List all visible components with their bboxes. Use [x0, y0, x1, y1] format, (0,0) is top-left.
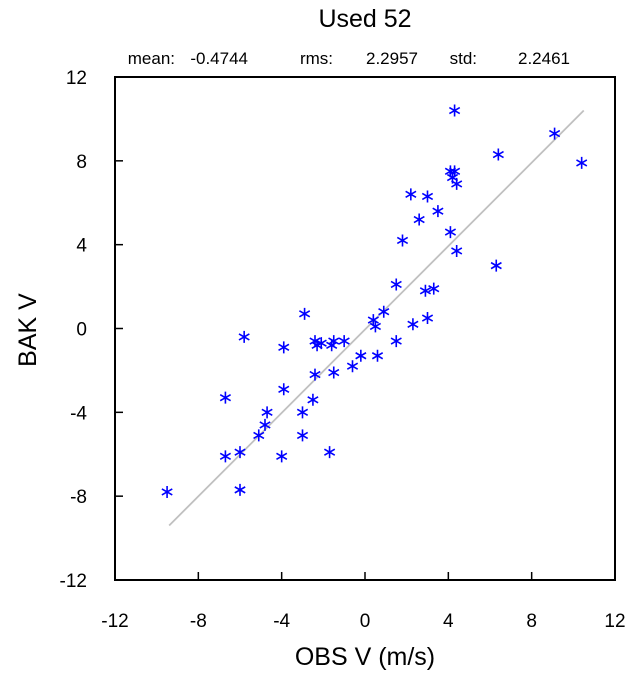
- data-point: [276, 450, 288, 463]
- y-tick-label: 4: [76, 236, 87, 257]
- data-point: [432, 205, 444, 218]
- x-tick-label: 4: [443, 611, 454, 632]
- y-tick-label: -8: [70, 487, 87, 508]
- data-point: [253, 429, 265, 442]
- data-point: [346, 360, 359, 373]
- data-point: [219, 391, 232, 404]
- data-point: [421, 312, 434, 325]
- points-layer: [161, 104, 588, 498]
- data-point: [234, 446, 246, 459]
- data-point: [219, 450, 232, 463]
- data-point: [396, 234, 409, 247]
- data-point: [328, 366, 340, 379]
- stat-label: mean:: [128, 49, 175, 68]
- data-point: [428, 282, 440, 295]
- data-point: [355, 349, 367, 362]
- data-point: [548, 127, 561, 140]
- data-point: [413, 213, 425, 226]
- stat-label: rms:: [300, 49, 333, 68]
- stat-value: 2.2461: [518, 49, 570, 68]
- stat-value: 2.2957: [366, 49, 418, 68]
- data-point: [307, 393, 319, 406]
- data-point: [326, 339, 338, 352]
- y-tick-label: -4: [70, 403, 87, 424]
- data-point: [448, 165, 461, 178]
- data-point: [315, 337, 327, 350]
- x-tick-label: 8: [526, 611, 537, 632]
- y-tick-label: -12: [60, 571, 87, 592]
- y-tick-label: 12: [66, 68, 87, 89]
- data-point: [378, 305, 390, 318]
- stat-label: std:: [450, 49, 477, 68]
- data-point: [309, 335, 321, 348]
- data-point: [259, 418, 271, 431]
- data-point: [234, 483, 246, 496]
- data-point: [369, 320, 382, 333]
- data-point: [390, 335, 402, 348]
- x-tick-label: 0: [360, 611, 371, 632]
- data-point: [490, 259, 502, 272]
- data-point: [298, 307, 311, 320]
- data-point: [419, 284, 432, 297]
- data-point: [296, 429, 309, 442]
- data-point: [576, 156, 588, 169]
- chart-title: Used 52: [318, 5, 411, 33]
- data-point: [371, 349, 384, 362]
- y-tick-label: 0: [76, 320, 87, 341]
- data-point: [451, 177, 463, 190]
- data-point: [278, 383, 290, 396]
- y-axis-ticks: -12 -8 -4 0 4 8 12: [60, 68, 123, 592]
- data-point: [448, 104, 461, 117]
- x-tick-label: 12: [604, 611, 625, 632]
- x-axis-ticks: -12 -8 -4 0 4 8 12: [101, 572, 626, 632]
- x-tick-label: -12: [101, 611, 128, 632]
- data-point: [278, 341, 290, 354]
- x-axis-label: OBS V (m/s): [295, 643, 435, 671]
- y-tick-label: 8: [76, 152, 87, 173]
- data-point: [161, 485, 173, 498]
- data-point: [390, 278, 402, 291]
- data-point: [405, 188, 417, 201]
- stats-line: mean: -0.4744 rms: 2.2957 std: 2.2461: [128, 49, 570, 68]
- x-tick-label: -8: [190, 611, 207, 632]
- data-point: [421, 190, 434, 203]
- data-point: [328, 335, 340, 348]
- data-point: [367, 314, 379, 327]
- data-point: [444, 226, 457, 239]
- data-point: [238, 330, 250, 343]
- data-point: [492, 148, 504, 161]
- data-point: [451, 244, 463, 257]
- data-point: [296, 406, 309, 419]
- data-point: [261, 406, 273, 419]
- data-point: [309, 368, 321, 381]
- x-tick-label: -4: [273, 611, 290, 632]
- data-point: [323, 446, 336, 459]
- data-point: [338, 335, 350, 348]
- stat-value: -0.4744: [190, 49, 248, 68]
- y-axis-label: BAK V: [14, 293, 42, 367]
- data-point: [407, 318, 419, 331]
